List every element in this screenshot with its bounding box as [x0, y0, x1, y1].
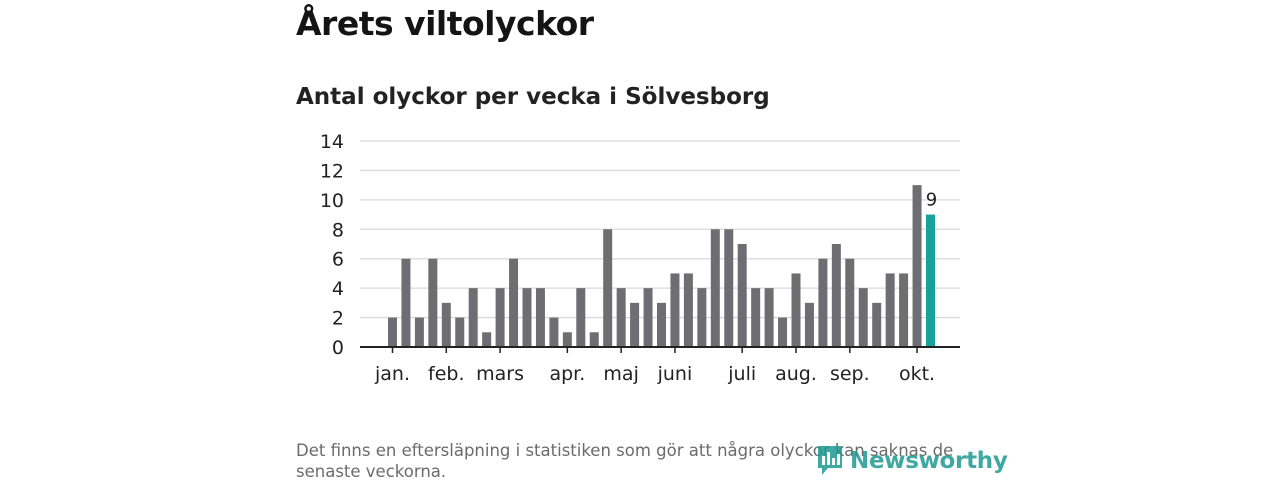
bar: [414, 317, 424, 347]
y-tick-label: 0: [332, 337, 344, 359]
bar: [697, 288, 707, 347]
brand-logo: Newsworthy: [816, 444, 1008, 478]
bar-current-week: [926, 214, 935, 347]
y-tick-label: 4: [332, 278, 344, 300]
bar: [912, 185, 922, 347]
y-tick-label: 2: [332, 308, 344, 330]
bar: [549, 317, 559, 347]
x-tick-label: maj: [603, 363, 638, 385]
bar: [751, 288, 761, 347]
bar: [885, 273, 895, 347]
y-tick-label: 14: [320, 131, 344, 153]
y-tick-label: 10: [320, 190, 344, 212]
bar: [710, 229, 720, 347]
bar: [778, 317, 788, 347]
bar: [401, 258, 411, 347]
bar-chart: 0 2 4 6 8 10 12 14 9 jan. feb. mars apr. maj juni juli a…: [320, 131, 960, 385]
bar: [482, 332, 492, 347]
page-title: Årets viltolyckor: [296, 4, 594, 43]
bar: [804, 302, 814, 347]
bar: [670, 273, 680, 347]
bar: [495, 288, 505, 347]
x-tick-label: okt.: [899, 363, 935, 385]
x-tick-label: aug.: [775, 363, 817, 385]
y-tick-label: 6: [332, 249, 344, 271]
bar: [737, 244, 747, 347]
bar: [630, 302, 640, 347]
bar: [858, 288, 868, 347]
bar: [576, 288, 586, 347]
bar: [388, 317, 397, 347]
bar: [643, 288, 653, 347]
bar: [657, 302, 666, 347]
x-tick-label: jan.: [374, 363, 410, 385]
bar: [683, 273, 693, 347]
x-tick-label: sep.: [830, 363, 870, 385]
bar: [455, 317, 465, 347]
newsworthy-logo-icon: [818, 446, 842, 475]
bar: [589, 332, 599, 347]
x-tick-label: apr.: [549, 363, 585, 385]
bar: [616, 288, 626, 347]
x-tick-label: feb.: [428, 363, 464, 385]
x-tick-label: juni: [657, 363, 693, 385]
bar: [724, 229, 734, 347]
bar: [603, 229, 613, 347]
bar: [535, 288, 545, 347]
bar: [818, 258, 828, 347]
brand-name: Newsworthy: [850, 448, 1008, 474]
bar: [522, 288, 532, 347]
bar: [899, 273, 909, 347]
bar: [428, 258, 438, 347]
chart-subtitle: Antal olyckor per vecka i Sölvesborg: [296, 84, 770, 110]
bar: [845, 258, 855, 347]
bar: [509, 258, 519, 347]
y-tick-label: 8: [332, 219, 344, 241]
x-tick-label: juli: [727, 363, 756, 385]
footnote: Det finns en eftersläpning i statistiken…: [296, 441, 954, 481]
x-tick-label: mars: [476, 363, 524, 385]
bar: [872, 302, 882, 347]
bar: [764, 288, 774, 347]
data-label: 9: [926, 190, 937, 211]
bar: [831, 244, 841, 347]
bar: [791, 273, 801, 347]
bar: [468, 288, 478, 347]
y-tick-label: 12: [320, 160, 344, 182]
bar: [441, 302, 451, 347]
bar: [562, 332, 572, 347]
